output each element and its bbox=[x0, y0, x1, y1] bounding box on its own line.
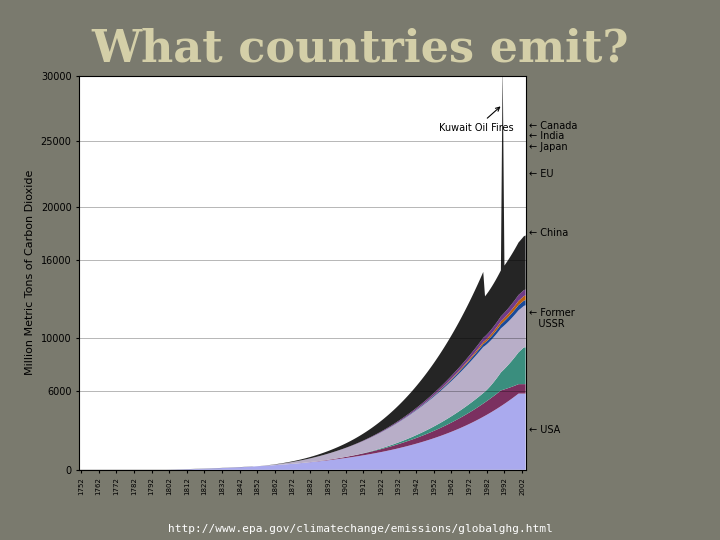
Text: ← China: ← China bbox=[529, 228, 568, 238]
Text: Kuwait Oil Fires: Kuwait Oil Fires bbox=[439, 107, 514, 133]
Text: ← Japan: ← Japan bbox=[529, 141, 568, 152]
Text: ← Canada: ← Canada bbox=[529, 120, 577, 131]
Text: ← Former
   USSR: ← Former USSR bbox=[529, 308, 575, 329]
Y-axis label: Million Metric Tons of Carbon Dioxide: Million Metric Tons of Carbon Dioxide bbox=[25, 170, 35, 375]
Text: ← India: ← India bbox=[529, 131, 564, 141]
Text: http://www.epa.gov/climatechange/emissions/globalghg.html: http://www.epa.gov/climatechange/emissio… bbox=[168, 524, 552, 534]
Text: What countries emit?: What countries emit? bbox=[91, 27, 629, 70]
Text: ← EU: ← EU bbox=[529, 169, 554, 179]
Text: ← USA: ← USA bbox=[529, 426, 560, 435]
